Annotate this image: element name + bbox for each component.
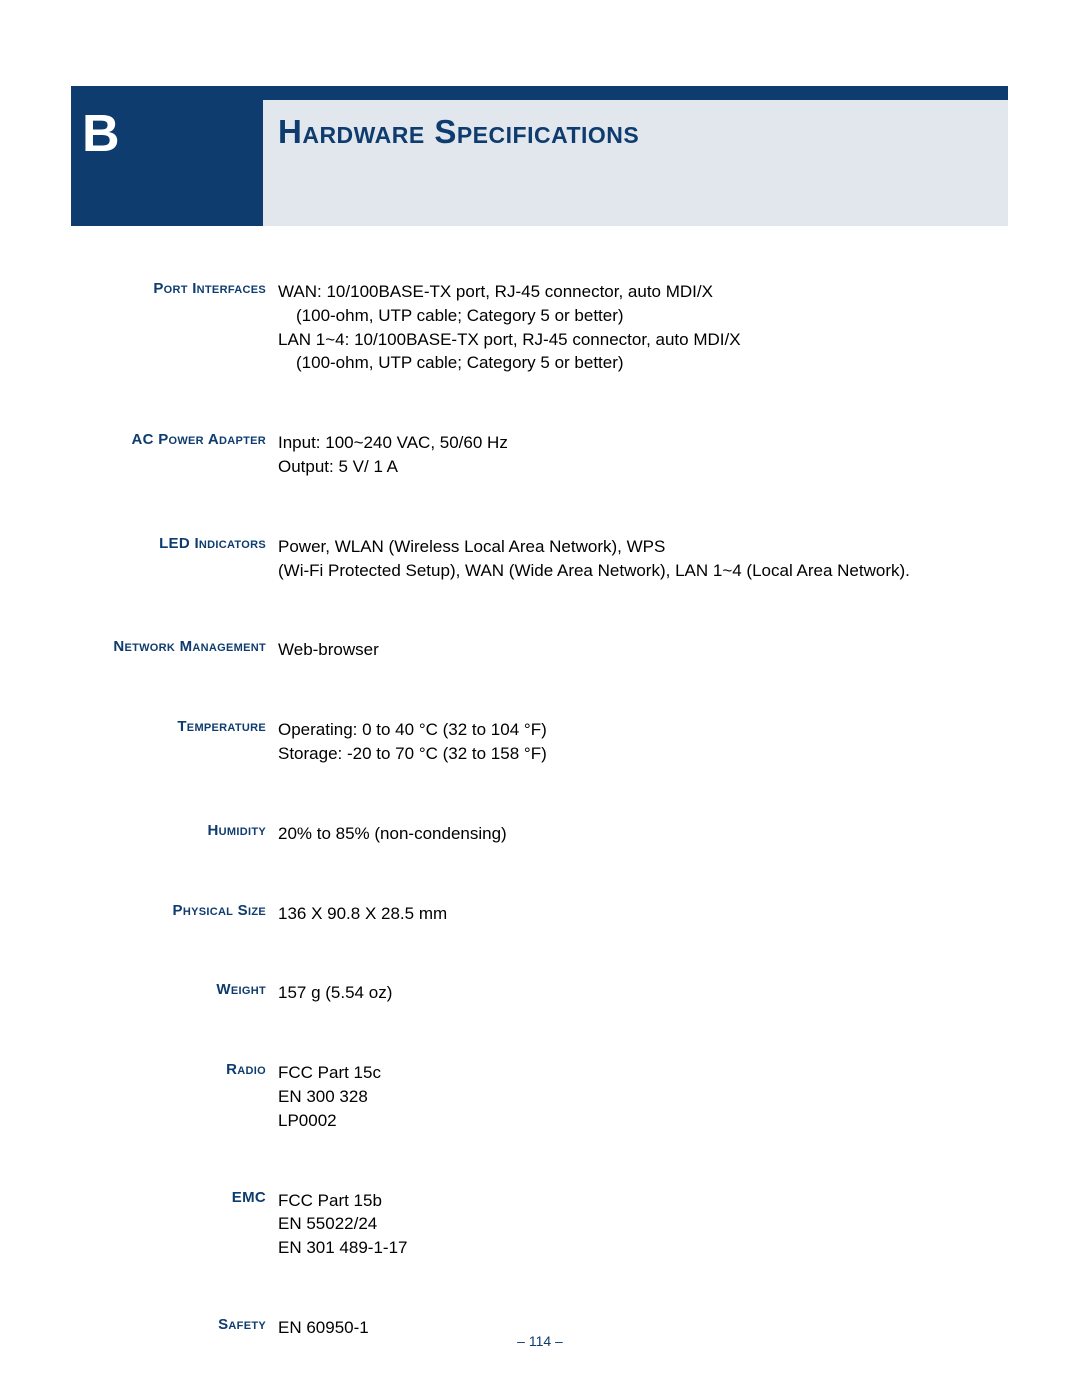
spec-value-line: (Wi-Fi Protected Setup), WAN (Wide Area … (278, 559, 1010, 583)
spec-value: Input: 100~240 VAC, 50/60 HzOutput: 5 V/… (278, 431, 1010, 479)
spec-label: Humidity (70, 822, 278, 846)
spec-value-line: Web-browser (278, 638, 1010, 662)
spec-value-line: 20% to 85% (non-condensing) (278, 822, 1010, 846)
spec-row: Port InterfacesWAN: 10/100BASE-TX port, … (70, 280, 1010, 375)
spec-row: Weight157 g (5.54 oz) (70, 981, 1010, 1005)
spec-value: FCC Part 15bEN 55022/24EN 301 489-1-17 (278, 1189, 1010, 1260)
spec-value-line: 157 g (5.54 oz) (278, 981, 1010, 1005)
spec-label: AC Power Adapter (70, 431, 278, 479)
spec-row: TemperatureOperating: 0 to 40 °C (32 to … (70, 718, 1010, 766)
spec-value-line: (100-ohm, UTP cable; Category 5 or bette… (278, 351, 1010, 375)
spec-value-line: LAN 1~4: 10/100BASE-TX port, RJ-45 conne… (278, 328, 1010, 352)
spec-label: LED Indicators (70, 535, 278, 583)
appendix-letter: B (82, 104, 120, 164)
spec-value-line: (100-ohm, UTP cable; Category 5 or bette… (278, 304, 1010, 328)
spec-row: Physical Size136 X 90.8 X 28.5 mm (70, 902, 1010, 926)
spec-value: 20% to 85% (non-condensing) (278, 822, 1010, 846)
spec-value-line: FCC Part 15b (278, 1189, 1010, 1213)
spec-label: Temperature (70, 718, 278, 766)
spec-value-line: EN 300 328 (278, 1085, 1010, 1109)
spec-value-line: EN 55022/24 (278, 1212, 1010, 1236)
spec-value-line: WAN: 10/100BASE-TX port, RJ-45 connector… (278, 280, 1010, 304)
top-bar (71, 86, 1008, 100)
specs-table: Port InterfacesWAN: 10/100BASE-TX port, … (70, 280, 1010, 1396)
spec-value: Operating: 0 to 40 °C (32 to 104 °F)Stor… (278, 718, 1010, 766)
spec-value: FCC Part 15cEN 300 328LP0002 (278, 1061, 1010, 1132)
spec-row: LED IndicatorsPower, WLAN (Wireless Loca… (70, 535, 1010, 583)
spec-label: Physical Size (70, 902, 278, 926)
spec-value-line: Output: 5 V/ 1 A (278, 455, 1010, 479)
spec-label: Port Interfaces (70, 280, 278, 375)
spec-label: Weight (70, 981, 278, 1005)
spec-value-line: 136 X 90.8 X 28.5 mm (278, 902, 1010, 926)
spec-value: Power, WLAN (Wireless Local Area Network… (278, 535, 1010, 583)
spec-row: AC Power AdapterInput: 100~240 VAC, 50/6… (70, 431, 1010, 479)
spec-row: EMCFCC Part 15bEN 55022/24EN 301 489-1-1… (70, 1189, 1010, 1260)
spec-row: RadioFCC Part 15cEN 300 328LP0002 (70, 1061, 1010, 1132)
spec-label: Radio (70, 1061, 278, 1132)
spec-value: Web-browser (278, 638, 1010, 662)
spec-row: Network ManagementWeb-browser (70, 638, 1010, 662)
spec-row: Humidity20% to 85% (non-condensing) (70, 822, 1010, 846)
spec-value-line: FCC Part 15c (278, 1061, 1010, 1085)
spec-value-line: EN 301 489-1-17 (278, 1236, 1010, 1260)
spec-value-line: Power, WLAN (Wireless Local Area Network… (278, 535, 1010, 559)
page-number: – 114 – (0, 1333, 1080, 1349)
spec-value-line: Operating: 0 to 40 °C (32 to 104 °F) (278, 718, 1010, 742)
spec-value-line: Storage: -20 to 70 °C (32 to 158 °F) (278, 742, 1010, 766)
spec-value-line: Input: 100~240 VAC, 50/60 Hz (278, 431, 1010, 455)
spec-label: EMC (70, 1189, 278, 1260)
page-title: Hardware Specifications (278, 113, 639, 151)
spec-value-line: LP0002 (278, 1109, 1010, 1133)
spec-value: 136 X 90.8 X 28.5 mm (278, 902, 1010, 926)
spec-value: 157 g (5.54 oz) (278, 981, 1010, 1005)
spec-label: Network Management (70, 638, 278, 662)
spec-value: WAN: 10/100BASE-TX port, RJ-45 connector… (278, 280, 1010, 375)
